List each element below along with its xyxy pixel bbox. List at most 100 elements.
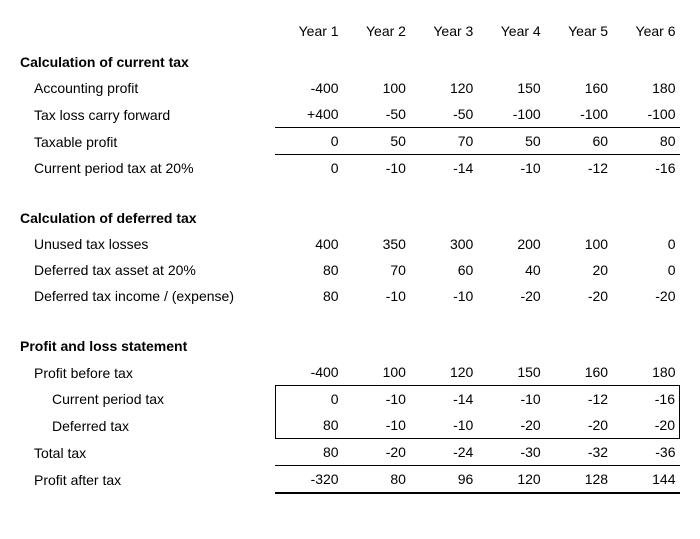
cell: -10	[410, 283, 477, 309]
col-year-4: Year 4	[477, 18, 544, 49]
label-current-tax-20: Current period tax at 20%	[20, 155, 275, 182]
cell: 80	[275, 257, 342, 283]
row-tax-loss-cf: Tax loss carry forward +400 -50 -50 -100…	[20, 101, 680, 128]
cell: 80	[612, 128, 679, 155]
cell: -100	[477, 101, 544, 128]
cell: 0	[612, 257, 679, 283]
cell: 300	[410, 231, 477, 257]
cell: -20	[545, 412, 612, 439]
row-pbt: Profit before tax -400 100 120 150 160 1…	[20, 359, 680, 386]
cell: -10	[410, 412, 477, 439]
cell: -10	[343, 155, 410, 182]
cell: 0	[275, 128, 342, 155]
cell: 128	[545, 466, 612, 494]
section-title-current: Calculation of current tax	[20, 49, 680, 75]
row-taxable-profit: Taxable profit 0 50 70 50 60 80	[20, 128, 680, 155]
cell: -12	[545, 155, 612, 182]
cell: 150	[477, 75, 544, 101]
col-year-6: Year 6	[612, 18, 679, 49]
cell: -100	[545, 101, 612, 128]
cell: 100	[545, 231, 612, 257]
col-year-3: Year 3	[410, 18, 477, 49]
cell: -50	[410, 101, 477, 128]
cell: -10	[477, 155, 544, 182]
cell: +400	[275, 101, 342, 128]
label-dta-20: Deferred tax asset at 20%	[20, 257, 275, 283]
label-tax-loss-cf: Tax loss carry forward	[20, 101, 275, 128]
row-dta-20: Deferred tax asset at 20% 80 70 60 40 20…	[20, 257, 680, 283]
cell: 70	[410, 128, 477, 155]
cell: -400	[275, 359, 342, 386]
cell: -30	[477, 439, 544, 466]
cell: -20	[477, 412, 544, 439]
cell: 0	[612, 231, 679, 257]
cell: 80	[343, 466, 410, 494]
header-row: Year 1 Year 2 Year 3 Year 4 Year 5 Year …	[20, 18, 680, 49]
label-pl-current-tax: Current period tax	[20, 386, 275, 413]
row-unused-losses: Unused tax losses 400 350 300 200 100 0	[20, 231, 680, 257]
cell: -16	[612, 155, 679, 182]
cell: -400	[275, 75, 342, 101]
cell: -10	[343, 386, 410, 413]
cell: -32	[545, 439, 612, 466]
cell: -10	[343, 412, 410, 439]
cell: 180	[612, 75, 679, 101]
row-dt-income-exp: Deferred tax income / (expense) 80 -10 -…	[20, 283, 680, 309]
cell: -50	[343, 101, 410, 128]
cell: 80	[275, 283, 342, 309]
cell: 200	[477, 231, 544, 257]
cell: -100	[612, 101, 679, 128]
cell: 80	[275, 412, 342, 439]
col-year-5: Year 5	[545, 18, 612, 49]
section-title-deferred: Calculation of deferred tax	[20, 205, 680, 231]
cell: 40	[477, 257, 544, 283]
cell: 120	[477, 466, 544, 494]
cell: -14	[410, 155, 477, 182]
row-pl-current-tax: Current period tax 0 -10 -14 -10 -12 -16	[20, 386, 680, 413]
cell: -320	[275, 466, 342, 494]
label-dt-income-exp: Deferred tax income / (expense)	[20, 283, 275, 309]
col-year-2: Year 2	[343, 18, 410, 49]
cell: 120	[410, 75, 477, 101]
cell: 100	[343, 359, 410, 386]
cell: -20	[612, 283, 679, 309]
cell: -14	[410, 386, 477, 413]
cell: 70	[343, 257, 410, 283]
cell: 180	[612, 359, 679, 386]
cell: -12	[545, 386, 612, 413]
cell: -36	[612, 439, 679, 466]
cell: 0	[275, 155, 342, 182]
row-current-tax-20: Current period tax at 20% 0 -10 -14 -10 …	[20, 155, 680, 182]
cell: 400	[275, 231, 342, 257]
label-taxable-profit: Taxable profit	[20, 128, 275, 155]
cell: 20	[545, 257, 612, 283]
cell: 80	[275, 439, 342, 466]
cell: -20	[477, 283, 544, 309]
cell: 96	[410, 466, 477, 494]
label-total-tax: Total tax	[20, 439, 275, 466]
section-title-pl: Profit and loss statement	[20, 333, 680, 359]
label-accounting-profit: Accounting profit	[20, 75, 275, 101]
cell: -24	[410, 439, 477, 466]
cell: -16	[612, 386, 679, 413]
cell: -10	[343, 283, 410, 309]
label-pbt: Profit before tax	[20, 359, 275, 386]
cell: 350	[343, 231, 410, 257]
label-pat: Profit after tax	[20, 466, 275, 494]
cell: -20	[612, 412, 679, 439]
cell: 50	[343, 128, 410, 155]
cell: -20	[343, 439, 410, 466]
cell: 60	[545, 128, 612, 155]
cell: 0	[275, 386, 342, 413]
cell: 160	[545, 359, 612, 386]
col-year-1: Year 1	[275, 18, 342, 49]
label-unused-losses: Unused tax losses	[20, 231, 275, 257]
cell: 120	[410, 359, 477, 386]
cell: 144	[612, 466, 679, 494]
cell: -20	[545, 283, 612, 309]
cell: 150	[477, 359, 544, 386]
tax-calculation-table: Year 1 Year 2 Year 3 Year 4 Year 5 Year …	[20, 18, 680, 494]
cell: 50	[477, 128, 544, 155]
row-accounting-profit: Accounting profit -400 100 120 150 160 1…	[20, 75, 680, 101]
cell: 160	[545, 75, 612, 101]
